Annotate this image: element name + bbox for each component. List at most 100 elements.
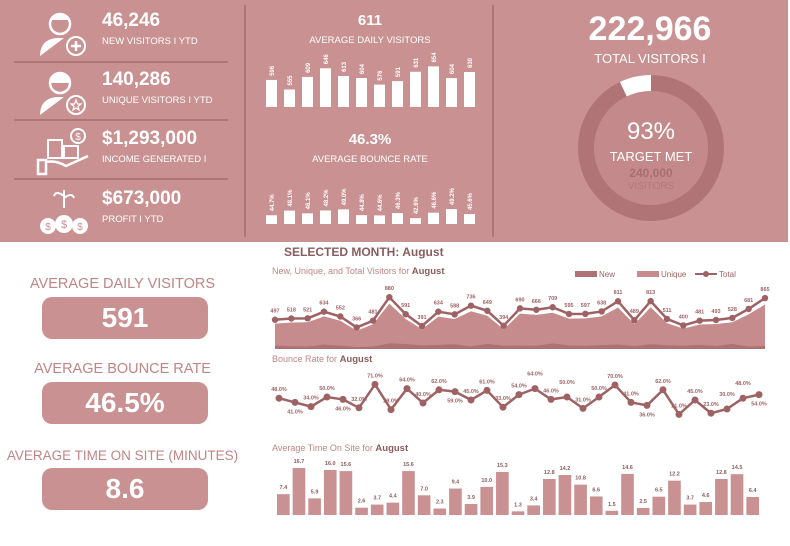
time-bar (621, 473, 634, 515)
time-label: 9.4 (452, 480, 461, 486)
bounce-point (371, 380, 379, 388)
time-bar (558, 475, 572, 515)
total-label: 528 (728, 307, 737, 313)
total-label: 709 (548, 296, 557, 302)
bounce-chart-title: Bounce Rate for August (272, 354, 372, 365)
bounce-label: 54.0% (511, 384, 527, 390)
target-met-label: TARGET MET (609, 149, 693, 164)
stat-avg-daily-visitors: 591 (42, 297, 208, 339)
time-label: 6.5 (655, 488, 663, 494)
bar-label: 46.6% (432, 191, 438, 209)
bounce-label: 36.0% (639, 412, 655, 418)
total-point (484, 307, 491, 314)
bar-label: 45.6% (468, 192, 474, 210)
time-label: 2.3 (436, 500, 444, 506)
bounce-label: 71.0% (367, 373, 383, 379)
svg-text:$: $ (61, 219, 67, 231)
bounce-label: 70.0% (607, 374, 623, 380)
time-bar (699, 502, 713, 515)
total-label: 865 (760, 287, 769, 293)
time-bar (715, 478, 728, 515)
time-label: 3.7 (373, 496, 381, 502)
bar-label: 44.7% (270, 194, 276, 212)
bounce-label: 40.0% (415, 392, 431, 398)
bounce-label: 46.0% (335, 406, 351, 412)
title-text: New, Unique, and Total Visitors for (272, 266, 410, 276)
title-month: August (375, 443, 409, 454)
time-label: 10.8 (575, 476, 586, 482)
time-label: 14.2 (560, 466, 571, 472)
total-visitors-value: 222,966 (588, 10, 712, 48)
total-point (451, 311, 458, 318)
bar (338, 209, 349, 224)
total-label: 588 (450, 303, 459, 309)
avg-bounce-rate-value: 46.3% (348, 131, 392, 148)
time-label: 10.0 (481, 478, 492, 484)
total-point (500, 322, 507, 329)
total-point (386, 293, 393, 301)
total-label: 400 (679, 314, 688, 320)
bounce-point (451, 388, 459, 396)
bar (356, 215, 367, 224)
time-bar (339, 471, 353, 515)
bounce-point (515, 391, 523, 399)
time-bar (730, 474, 744, 515)
total-point (598, 308, 605, 315)
avg-bounce-rate-label: AVERAGE BOUNCE RATE (312, 154, 428, 165)
bounce-label: 41.0% (287, 409, 303, 415)
time-bar (652, 496, 666, 515)
time-bar (386, 502, 400, 515)
bounce-point (675, 410, 683, 418)
total-point (533, 306, 540, 313)
kpi-label: UNIQUE VISITORS I YTD (102, 95, 213, 106)
total-point (467, 302, 475, 309)
bar-label: 42.6% (414, 196, 420, 214)
time-label: 14.6 (622, 465, 633, 471)
bounce-point (595, 393, 603, 401)
bounce-point (403, 385, 411, 393)
total-label: 493 (711, 309, 720, 315)
total-point (680, 322, 687, 329)
bounce-label: 62.0% (655, 379, 671, 385)
time-label: 5.9 (311, 489, 319, 495)
bounce-label: 48.0% (735, 381, 751, 387)
stat-avg-time-on-site: 8.6 (42, 468, 208, 510)
bounce-label: 30.0% (719, 392, 735, 398)
bounce-label: 32.0% (351, 397, 367, 403)
total-label: 681 (744, 298, 753, 304)
bounce-point (643, 401, 651, 409)
total-label: 597 (581, 303, 590, 309)
bar-label: 48.2% (324, 189, 330, 207)
user-plus-icon (40, 12, 86, 56)
bounce-point (659, 386, 667, 394)
total-label: 552 (336, 305, 345, 311)
bar-label: 49.2% (450, 187, 456, 205)
total-point (402, 310, 409, 318)
time-label: 1.5 (608, 502, 616, 508)
total-point (549, 304, 556, 311)
time-bar (683, 504, 697, 515)
time-label: 16.7 (294, 459, 305, 465)
kpi-value: $673,000 (102, 188, 182, 209)
time-bar (636, 507, 650, 515)
total-point (729, 314, 736, 322)
time-label: 15.6 (403, 462, 414, 468)
total-point (565, 310, 573, 318)
kpi-value: $1,293,000 (102, 128, 198, 149)
time-bar (542, 478, 556, 515)
bar (374, 84, 385, 107)
legend-unique-swatch (637, 271, 659, 277)
total-point (288, 315, 295, 322)
target-donut (578, 75, 724, 221)
time-label: 12.8 (716, 470, 727, 476)
time-bar (449, 488, 462, 515)
total-label: 666 (532, 299, 541, 305)
total-label: 690 (515, 297, 524, 303)
total-label: 591 (401, 303, 410, 309)
bounce-point (307, 403, 315, 411)
title-month: August (339, 354, 373, 365)
bar (446, 78, 457, 107)
time-bar (417, 495, 431, 515)
unique-area (275, 303, 765, 349)
time-label: 3.9 (467, 495, 475, 501)
